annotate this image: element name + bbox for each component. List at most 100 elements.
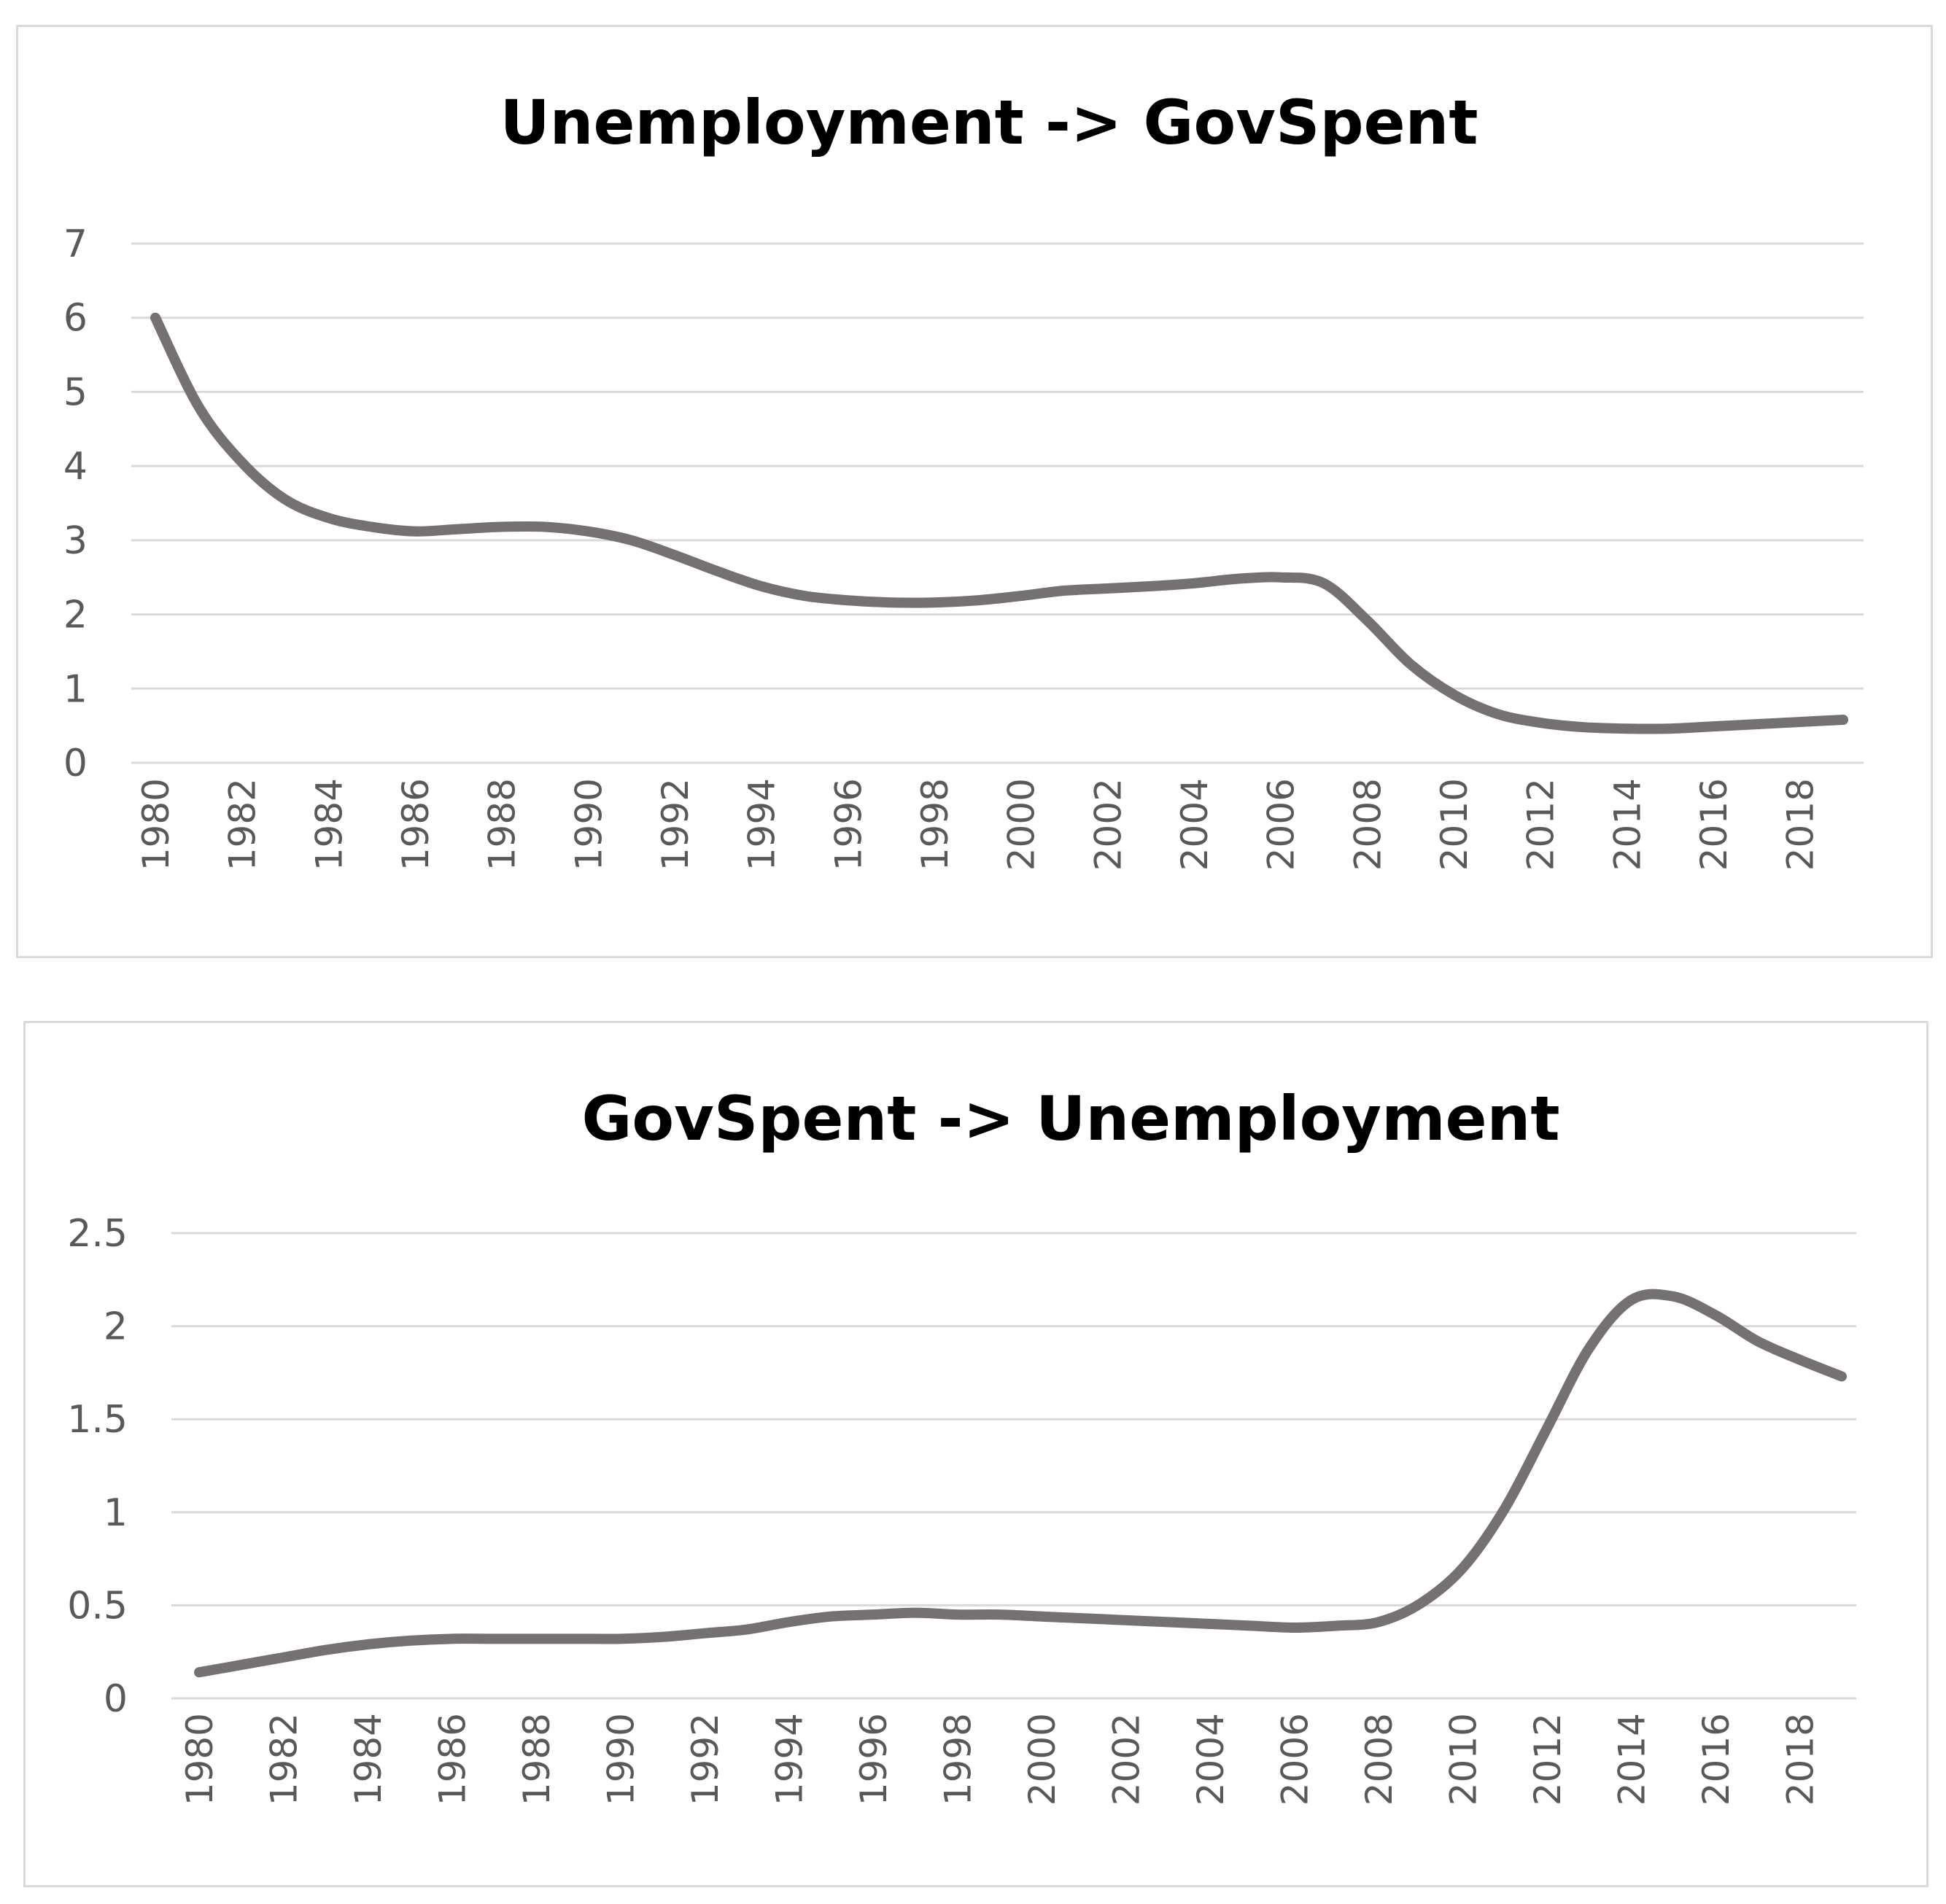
y-tick-label: 7 [63, 222, 88, 266]
x-tick-label: 1980 [179, 1713, 221, 1806]
data-point [1757, 1340, 1759, 1342]
data-point [1366, 620, 1368, 621]
data-point [1020, 595, 1022, 597]
y-tick-label: 5 [63, 370, 88, 414]
data-point [1583, 726, 1584, 728]
x-tick-label: 1994 [768, 1713, 810, 1806]
x-tick-label: 1994 [741, 778, 783, 871]
x-tick-label: 2010 [1433, 778, 1476, 871]
data-point [155, 317, 156, 319]
x-tick-label: 1992 [684, 1713, 726, 1806]
x-tick-label: 2010 [1442, 1713, 1484, 1806]
x-tick-label: 2014 [1610, 1713, 1653, 1806]
data-point [1378, 1621, 1379, 1623]
x-tick-label: 1980 [135, 778, 177, 871]
data-point [662, 1636, 663, 1638]
data-point [284, 499, 286, 500]
data-point [1713, 726, 1714, 727]
x-tick-label: 1996 [853, 1713, 895, 1806]
x-tick-label: 2008 [1346, 778, 1389, 871]
data-point [1462, 1567, 1463, 1569]
y-tick-label: 1 [104, 1491, 128, 1535]
y-tick-label: 1.5 [67, 1398, 128, 1442]
data-point [371, 526, 373, 528]
data-point [1799, 1359, 1800, 1361]
data-point [1756, 723, 1757, 725]
x-tick-label: 1990 [567, 778, 610, 871]
x-tick-label: 1986 [431, 1713, 473, 1806]
x-tick-label: 1982 [222, 778, 264, 871]
y-tick-label: 6 [63, 297, 88, 341]
data-point [241, 462, 243, 463]
x-tick-label: 2018 [1779, 1713, 1821, 1806]
data-point [1546, 1428, 1548, 1429]
data-point [1236, 578, 1238, 580]
data-point [1630, 1299, 1632, 1301]
y-tick-label: 1 [63, 667, 88, 711]
y-tick-label: 4 [63, 445, 88, 489]
data-point [587, 531, 589, 532]
y-tick-label: 2.5 [67, 1212, 128, 1256]
data-point [1280, 577, 1282, 578]
series-line [150, 312, 1848, 734]
data-point [501, 526, 503, 528]
data-point [1041, 1616, 1042, 1617]
data-point [1420, 1603, 1422, 1604]
x-tick-label: 2014 [1606, 778, 1648, 871]
data-point [746, 1629, 748, 1631]
data-point [409, 1640, 411, 1641]
x-tick-label: 2016 [1693, 778, 1735, 871]
x-tick-label: 2000 [1021, 1713, 1063, 1806]
x-tick-label: 1984 [347, 1713, 389, 1806]
x-tick-label: 2018 [1780, 778, 1822, 871]
data-point [414, 531, 416, 532]
data-point [544, 526, 546, 528]
x-tick-label: 1998 [914, 778, 956, 871]
y-tick-label: 2 [63, 594, 88, 637]
data-point [1209, 1623, 1211, 1625]
line-chart-unemployment-govspent: 0 1 2 3 4 5 6 7 1980 1982 1984 1986 1988 1990 1992 1994… [63, 222, 1864, 871]
line-chart-govspent-unemployment: 0 0.5 1 1.5 2 2.5 1980 1982 1984 1986 1988 1990 1992… [67, 1212, 1856, 1806]
data-point [1336, 1625, 1337, 1626]
data-point [198, 1671, 200, 1673]
data-point [934, 602, 935, 603]
chart-title: GovSpent -> Unemployment [581, 1083, 1560, 1154]
x-tick-label: 2004 [1190, 1713, 1232, 1806]
data-point [872, 1614, 874, 1615]
chart-panel-govspent-unemployment: GovSpent -> Unemployment 0 0.5 1 1.5 2 2.5 198… [23, 1021, 1928, 1887]
x-tick-label: 2002 [1105, 1713, 1147, 1806]
y-tick-label: 0 [104, 1677, 128, 1721]
data-point [198, 406, 199, 408]
x-tick-label: 2012 [1520, 778, 1562, 871]
x-tick-label: 2004 [1174, 778, 1216, 871]
x-tick-label: 2002 [1087, 778, 1129, 871]
x-tick-label: 2012 [1527, 1713, 1569, 1806]
chart-panel-unemployment-govspent: Unemployment -> GovSpent 0 1 2 3 4 5 6 7 1980 198… [16, 25, 1933, 958]
x-tick-label: 1988 [481, 778, 524, 871]
x-tick-label: 1986 [395, 778, 437, 871]
x-tick-label: 2016 [1695, 1713, 1737, 1806]
data-point [282, 1657, 284, 1658]
data-point [1083, 1617, 1085, 1619]
x-tick-label: 1996 [827, 778, 869, 871]
x-tick-label: 1990 [600, 1713, 642, 1806]
data-point [788, 1621, 789, 1623]
y-tick-label: 2 [104, 1305, 128, 1349]
y-tick-label: 0 [63, 742, 88, 785]
x-tick-label: 2000 [1001, 778, 1043, 871]
data-point [956, 1614, 958, 1615]
y-tick-label: 3 [63, 519, 88, 563]
chart-title: Unemployment -> GovSpent [500, 87, 1478, 158]
series-line [194, 1289, 1847, 1678]
data-point [1672, 1296, 1674, 1297]
y-tick-label: 0.5 [67, 1584, 128, 1628]
data-point [1799, 721, 1801, 723]
x-tick-label: 1992 [654, 778, 697, 871]
x-tick-label: 1988 [516, 1713, 558, 1806]
x-tick-label: 2006 [1274, 1713, 1316, 1806]
data-point [999, 1614, 1000, 1615]
x-tick-label: 2008 [1358, 1713, 1400, 1806]
x-tick-label: 1998 [937, 1713, 979, 1806]
data-point [1715, 1314, 1716, 1316]
x-tick-label: 1982 [263, 1713, 305, 1806]
